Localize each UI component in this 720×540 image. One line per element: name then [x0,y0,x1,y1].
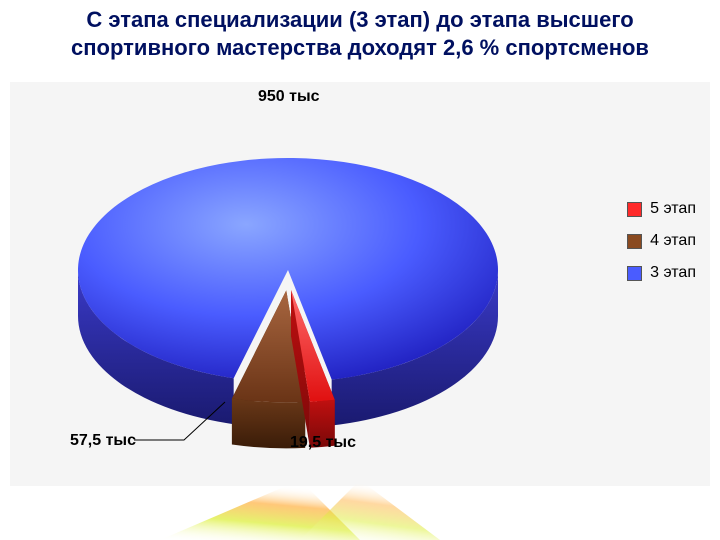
legend-swatch [627,202,642,217]
legend-item-stage3: 3 этап [627,264,696,282]
legend-item-stage5: 5 этап [627,200,696,218]
legend-swatch [627,234,642,249]
page-title: С этапа специализации (3 этап) до этапа … [0,6,720,61]
chart-legend: 5 этап 4 этап 3 этап [627,200,696,296]
leader-line-stage4 [10,82,710,486]
pie-chart-area: 950 тыс 19,5 тыс 57,5 тыс 5 этап 4 этап … [10,82,710,486]
footer-gradient-decor [0,480,720,540]
title-line-2: спортивного мастерства доходят 2,6 % спо… [71,35,649,60]
legend-item-stage4: 4 этап [627,232,696,250]
legend-label: 5 этап [650,200,696,218]
legend-label: 4 этап [650,232,696,250]
title-line-1: С этапа специализации (3 этап) до этапа … [86,7,633,32]
legend-label: 3 этап [650,264,696,282]
legend-swatch [627,266,642,281]
